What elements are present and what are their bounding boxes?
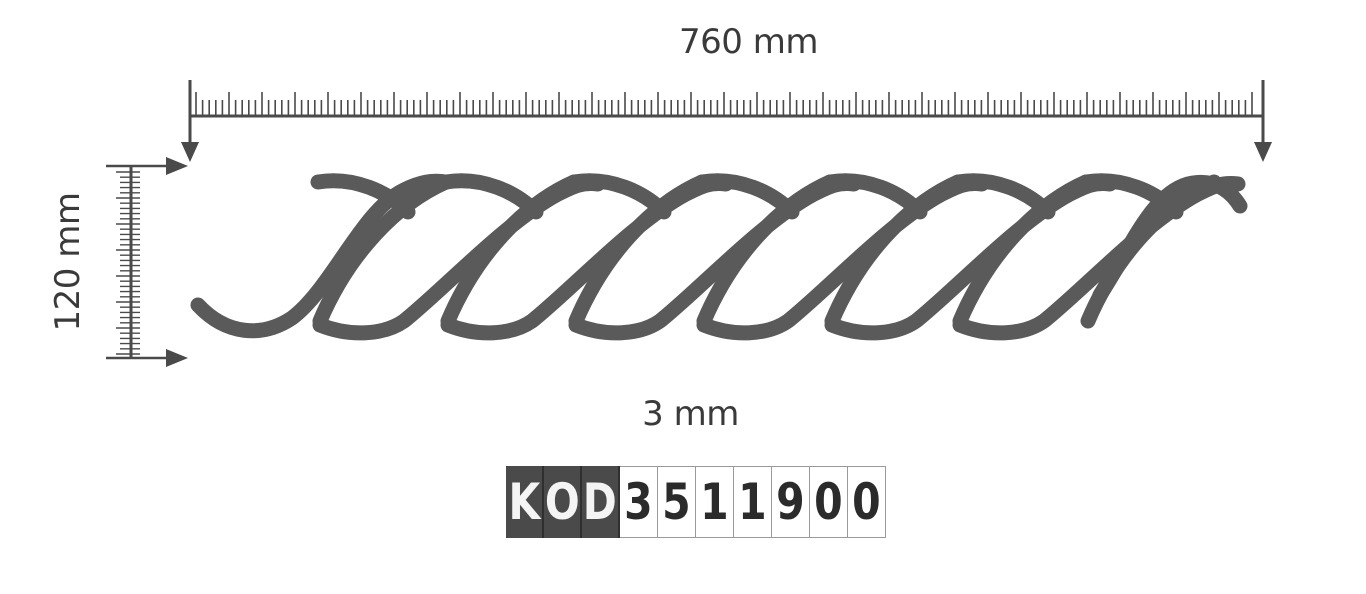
right-arrow-icon: [166, 349, 188, 367]
rope-strand: [440, 176, 734, 341]
code-digit: 1: [734, 466, 772, 538]
height-ruler: [106, 164, 140, 360]
rope-strand: [310, 173, 416, 220]
down-arrow-icon: [181, 142, 199, 162]
rope-strand: [312, 174, 454, 329]
rope-strand: [190, 173, 454, 339]
code-prefix-char: O: [544, 466, 582, 538]
rope-strand: [438, 173, 544, 220]
dimension-arrows: [140, 142, 1272, 367]
down-arrow-icon: [1254, 142, 1272, 162]
width-ruler: [188, 80, 1265, 150]
rope-strand: [1092, 175, 1248, 303]
height-dimension-label: 120 mm: [48, 192, 88, 332]
code-digit: 0: [810, 466, 848, 538]
code-prefix-char: D: [582, 466, 620, 538]
width-dimension-label: 760 mm: [679, 22, 818, 62]
product-code: K O D 3 5 1 1 9 0 0: [506, 466, 886, 538]
code-digit: 5: [658, 466, 696, 538]
code-digit: 9: [772, 466, 810, 538]
twisted-profile-shape: [190, 173, 1248, 341]
rope-strand: [696, 176, 990, 341]
code-digit: 3: [620, 466, 658, 538]
rope-strand: [312, 176, 606, 341]
rope-strand: [824, 176, 1118, 341]
thickness-dimension-label: 3 mm: [642, 394, 739, 434]
code-digit: 1: [696, 466, 734, 538]
rope-strand: [568, 176, 862, 341]
code-prefix-char: K: [506, 466, 544, 538]
code-digit: 0: [848, 466, 886, 538]
right-arrow-icon: [166, 157, 188, 175]
